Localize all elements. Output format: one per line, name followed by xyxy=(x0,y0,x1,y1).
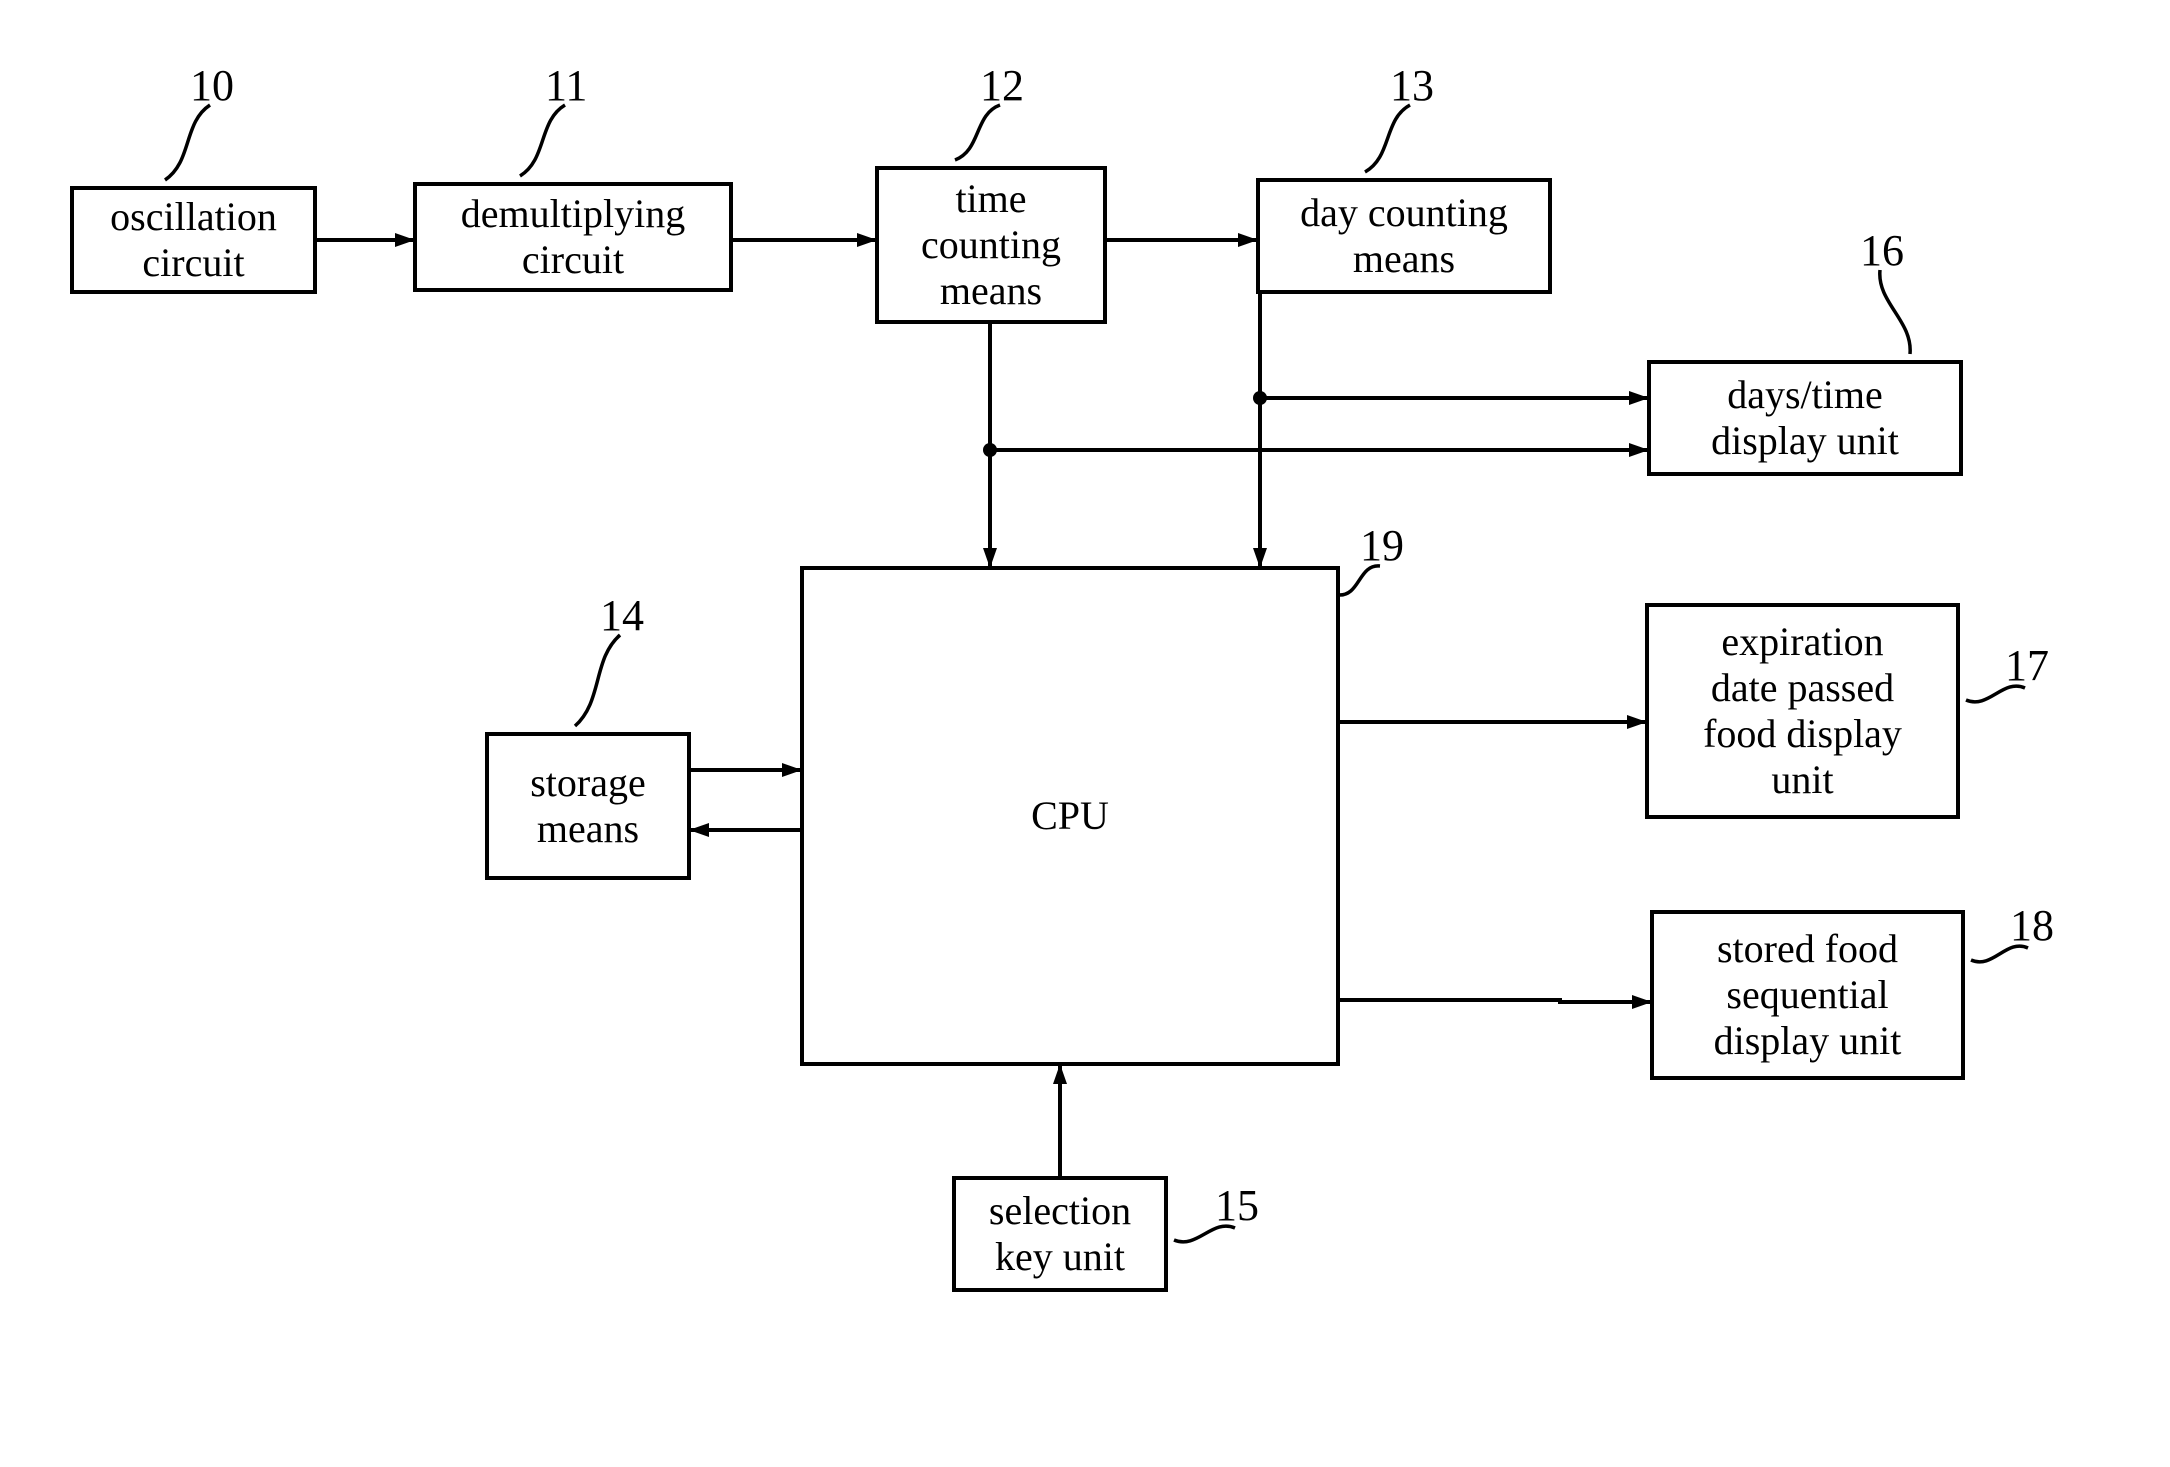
node-label: days/time display unit xyxy=(1711,372,1899,464)
node-label: day counting means xyxy=(1300,190,1508,282)
node-cpu: CPU xyxy=(800,566,1340,1066)
node-day-counting-means: day counting means xyxy=(1256,178,1552,294)
ref-10: 10 xyxy=(190,60,234,111)
node-label: time counting means xyxy=(921,176,1061,314)
node-demultiplying-circuit: demultiplying circuit xyxy=(413,182,733,292)
node-label: expiration date passed food display unit xyxy=(1703,619,1902,803)
ref-17: 17 xyxy=(2005,640,2049,691)
ref-12: 12 xyxy=(980,60,1024,111)
ref-18: 18 xyxy=(2010,900,2054,951)
node-oscillation-circuit: oscillation circuit xyxy=(70,186,317,294)
node-storage-means: storage means xyxy=(485,732,691,880)
node-stored-food-display-unit: stored food sequential display unit xyxy=(1650,910,1965,1080)
node-selection-key-unit: selection key unit xyxy=(952,1176,1168,1292)
node-days-time-display-unit: days/time display unit xyxy=(1647,360,1963,476)
node-label: stored food sequential display unit xyxy=(1714,926,1902,1064)
ref-15: 15 xyxy=(1215,1180,1259,1231)
ref-11: 11 xyxy=(545,60,587,111)
node-label: demultiplying circuit xyxy=(461,191,685,283)
node-label: selection key unit xyxy=(989,1188,1131,1280)
ref-19: 19 xyxy=(1360,520,1404,571)
ref-13: 13 xyxy=(1390,60,1434,111)
ref-14: 14 xyxy=(600,590,644,641)
node-label: storage means xyxy=(530,760,646,852)
node-label: oscillation circuit xyxy=(110,194,277,286)
node-time-counting-means: time counting means xyxy=(875,166,1107,324)
node-expiration-display-unit: expiration date passed food display unit xyxy=(1645,603,1960,819)
diagram-canvas: oscillation circuit demultiplying circui… xyxy=(0,0,2170,1467)
node-label: CPU xyxy=(1031,793,1109,839)
ref-16: 16 xyxy=(1860,225,1904,276)
